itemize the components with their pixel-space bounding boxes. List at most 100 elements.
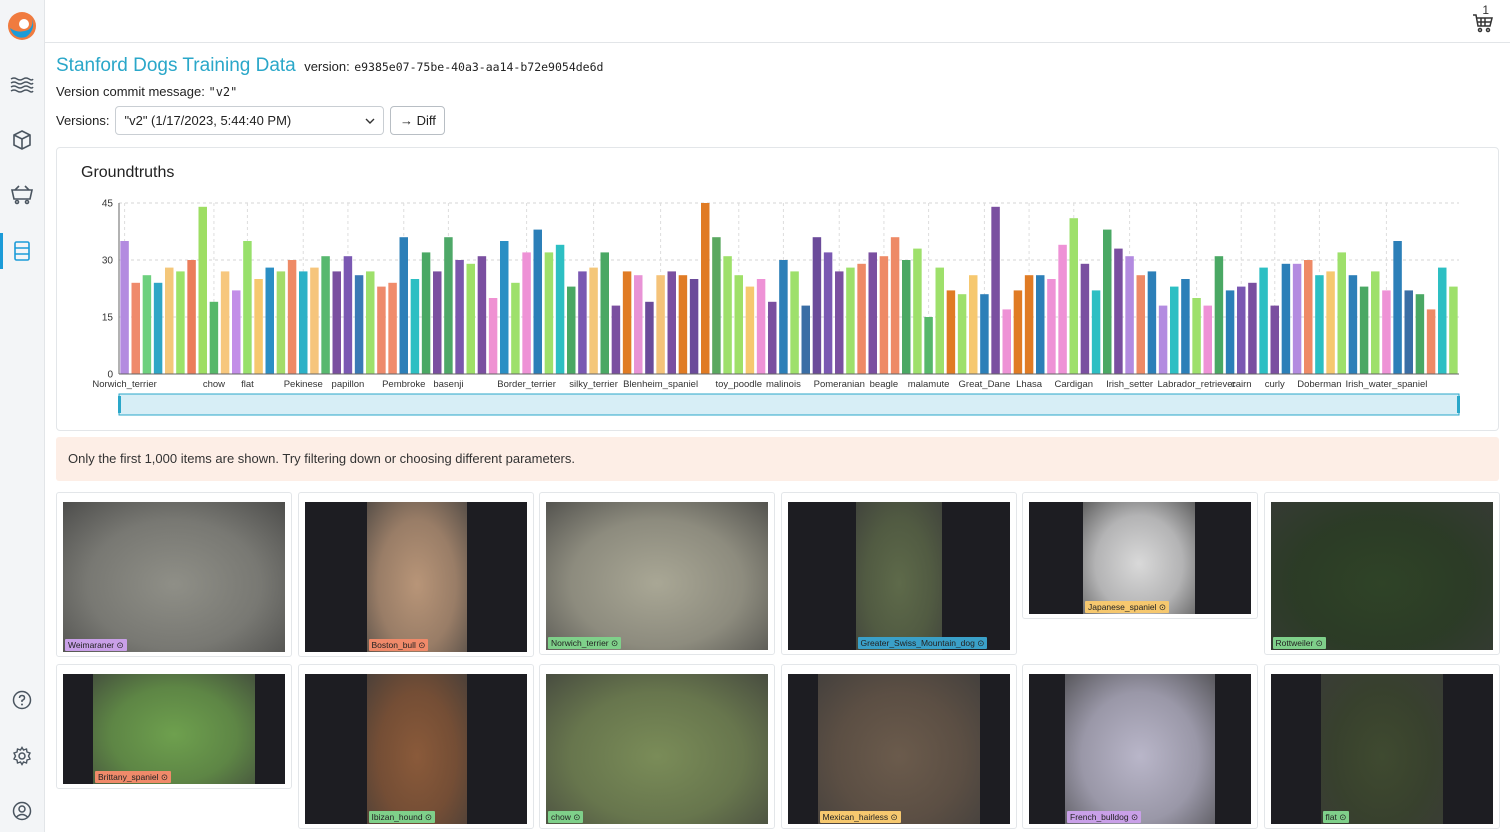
image-tile[interactable]: Norwich_terrier ⊙ xyxy=(539,492,775,655)
chart-title: Groundtruths xyxy=(81,164,175,181)
version-label: version: xyxy=(304,59,350,74)
dog-photo xyxy=(93,674,255,784)
app-logo[interactable] xyxy=(6,10,38,42)
bar xyxy=(220,271,230,374)
bar xyxy=(835,271,844,374)
groundtruths-chart-card: Groundtruths 0 15 30 45 Norwich_terrier chow f… xyxy=(56,147,1499,431)
range-brush xyxy=(118,393,1460,416)
cart-icon[interactable] xyxy=(9,182,35,208)
bar xyxy=(823,252,833,374)
bar xyxy=(1103,229,1112,374)
bar xyxy=(1002,309,1011,374)
bar xyxy=(634,275,643,374)
image-tile[interactable]: Weimaraner ⊙ xyxy=(56,492,292,657)
bar xyxy=(622,271,632,374)
page-title[interactable]: Stanford Dogs Training Data xyxy=(56,55,296,76)
label-badge: Ibizan_hound ⊙ xyxy=(368,811,436,823)
bar xyxy=(1270,305,1279,374)
image-tile[interactable]: chow ⊙ xyxy=(539,664,775,829)
x-tick-label: Pekinese xyxy=(284,379,323,390)
x-tick-label: curly xyxy=(1265,379,1285,390)
bar xyxy=(1426,309,1436,374)
bar xyxy=(477,256,487,374)
bar xyxy=(667,271,676,374)
basket-icon[interactable] xyxy=(1472,13,1494,33)
bar xyxy=(243,241,252,374)
bar xyxy=(433,271,442,374)
bar xyxy=(1158,305,1168,374)
image-tile[interactable]: Boston_bull ⊙ xyxy=(297,492,534,657)
x-tick-label: Labrador_retriever xyxy=(1158,379,1236,390)
versions-selected: "v2" (1/17/2023, 5:44:40 PM) xyxy=(124,113,292,128)
bar xyxy=(176,271,185,374)
image-tile[interactable]: Ibizan_hound ⊙ xyxy=(297,664,534,829)
x-tick-label: chow xyxy=(203,379,225,390)
version-hash: e9385e07-75be-40a3-aa14-b72e9054de6d xyxy=(354,60,604,74)
bar xyxy=(1069,218,1078,374)
bar xyxy=(1181,279,1190,374)
help-icon[interactable] xyxy=(9,687,35,713)
versions-select[interactable]: "v2" (1/17/2023, 5:44:40 PM) xyxy=(115,106,385,135)
image-tile[interactable]: Brittany_spaniel ⊙ xyxy=(56,664,292,789)
y-tick-label: 30 xyxy=(102,256,114,267)
image-tile[interactable]: Mexican_hairless ⊙ xyxy=(780,664,1017,829)
gear-icon[interactable] xyxy=(9,743,35,769)
bar xyxy=(209,301,219,374)
bar xyxy=(1438,267,1447,374)
bar xyxy=(1259,267,1268,374)
x-tick-label: beagle xyxy=(870,379,899,390)
bar xyxy=(946,290,956,374)
bar xyxy=(265,267,274,374)
bar xyxy=(299,271,308,374)
commit-message: "v2" xyxy=(208,85,238,99)
bar xyxy=(377,286,386,374)
groundtruths-chart: 0 15 30 45 Norwich_terrier chow flat Pekinese pa… xyxy=(92,199,1460,416)
bar xyxy=(287,260,297,374)
bar xyxy=(488,298,498,374)
bar xyxy=(165,267,174,374)
label-badge: Norwich_terrier ⊙ xyxy=(548,637,622,649)
cube-icon[interactable] xyxy=(9,127,35,153)
bar xyxy=(1036,275,1045,374)
image-thumbnail: Rottweiler ⊙ xyxy=(1270,502,1493,650)
image-tile[interactable]: French_bulldog ⊙ xyxy=(1022,664,1258,829)
bar xyxy=(957,294,967,374)
waves-icon[interactable] xyxy=(9,72,35,98)
bar xyxy=(321,256,330,374)
bar xyxy=(1337,252,1346,374)
image-thumbnail: Japanese_spaniel ⊙ xyxy=(1029,502,1251,614)
bar xyxy=(366,271,375,374)
bar xyxy=(1080,263,1090,374)
bar xyxy=(1359,286,1369,374)
bar xyxy=(1304,260,1313,374)
image-tile[interactable]: flat ⊙ xyxy=(1263,664,1500,829)
x-tick-label: malamute xyxy=(908,379,950,390)
x-tick-label: Pomeranian xyxy=(814,379,865,390)
brush-handle-left xyxy=(118,396,121,413)
image-tile[interactable]: Greater_Swiss_Mountain_dog ⊙ xyxy=(780,492,1017,655)
bar xyxy=(533,229,542,374)
bar xyxy=(1292,263,1302,374)
label-badge: Mexican_hairless ⊙ xyxy=(819,811,901,823)
items-limit-notice: Only the first 1,000 items are shown. Tr… xyxy=(56,437,1499,481)
image-thumbnail: Norwich_terrier ⊙ xyxy=(546,502,768,650)
bar xyxy=(656,275,665,374)
bar xyxy=(1415,294,1425,374)
label-badge: Boston_bull ⊙ xyxy=(368,639,429,651)
bar xyxy=(902,260,911,374)
bar xyxy=(567,286,576,374)
x-tick-label: silky_terrier xyxy=(569,379,618,390)
bar xyxy=(120,241,129,374)
label-badge: Japanese_spaniel ⊙ xyxy=(1085,601,1170,613)
bar xyxy=(332,271,341,374)
bar xyxy=(969,275,978,374)
table-icon[interactable] xyxy=(9,238,35,264)
label-badge: Brittany_spaniel ⊙ xyxy=(95,771,171,783)
user-icon[interactable] xyxy=(9,798,35,824)
image-tile[interactable]: Rottweiler ⊙ xyxy=(1263,492,1500,655)
image-tile[interactable]: Japanese_spaniel ⊙ xyxy=(1022,492,1258,619)
bar xyxy=(500,241,509,374)
y-tick-label: 15 xyxy=(102,313,114,324)
diff-button[interactable]: → Diff xyxy=(390,106,446,135)
bar xyxy=(1125,256,1134,374)
